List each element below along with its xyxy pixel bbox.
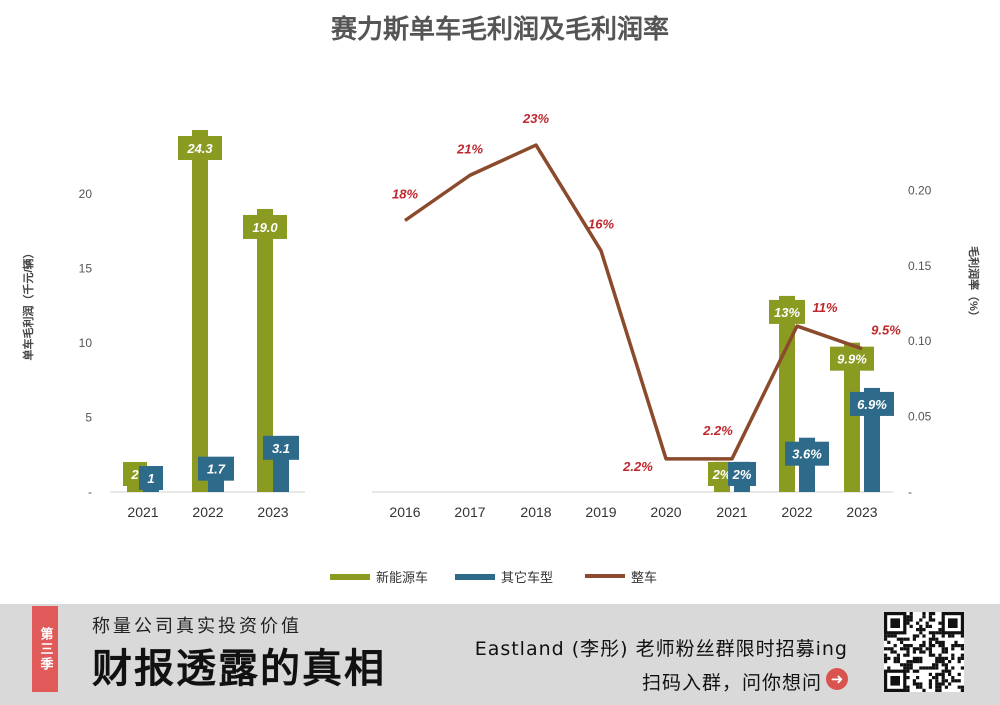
legend-label: 其它车型 xyxy=(501,570,553,585)
bar-data-label-box xyxy=(139,466,163,490)
x-tick-label: 2019 xyxy=(585,504,616,520)
chart-title: 赛力斯单车毛利润及毛利润率 xyxy=(330,14,669,44)
line-data-label: 18% xyxy=(392,187,418,202)
bar-data-label-box xyxy=(198,456,234,481)
margin-bar-data-label-box xyxy=(850,391,894,416)
margin-bar-data-label: 3.6% xyxy=(792,447,822,462)
legend-label: 整车 xyxy=(631,570,657,585)
x-tick-label: 2017 xyxy=(454,504,485,520)
legend-label: 新能源车 xyxy=(376,570,428,585)
line-data-label: 2.2% xyxy=(622,459,653,474)
margin-bar-data-label: 9.9% xyxy=(837,352,867,367)
line-data-label: 9.5% xyxy=(871,323,901,338)
legend-swatch xyxy=(585,574,625,578)
right-tick-label: - xyxy=(908,485,912,499)
bar-nev xyxy=(192,130,208,492)
left-tick-label: 20 xyxy=(79,187,93,201)
y-axis-left-title: 单车毛利润（千元/辆） xyxy=(21,247,35,360)
season-badge: 第三季 xyxy=(32,606,58,692)
bar-data-label: 24.3 xyxy=(186,141,213,156)
margin-bar-nev xyxy=(844,342,860,492)
margin-bar-data-label-box xyxy=(769,299,805,324)
banner-scan-text: 扫码入群，问你想问 xyxy=(641,672,822,694)
bar-data-label-box xyxy=(243,214,287,239)
bar-data-label: 1.7 xyxy=(207,462,226,477)
x-tick-label: 2018 xyxy=(520,504,551,520)
x-tick-label: 2016 xyxy=(389,504,420,520)
left-tick-label: 10 xyxy=(79,336,93,350)
y-axis-right-title: 毛利润率（%） xyxy=(967,246,981,322)
banner-tagline: 称量公司真实投资价值 xyxy=(92,616,302,637)
left-tick-label: - xyxy=(88,485,92,499)
line-data-label: 16% xyxy=(588,217,614,232)
bar-data-label: 1 xyxy=(147,471,154,486)
x-tick-label: 2022 xyxy=(781,504,812,520)
bar-data-label: 19.0 xyxy=(252,220,278,235)
right-tick-label: 0.20 xyxy=(908,183,932,197)
right-tick-label: 0.05 xyxy=(908,410,932,424)
margin-bar-data-label-box xyxy=(830,346,874,371)
line-data-label: 11% xyxy=(812,300,837,315)
legend-swatch xyxy=(455,574,495,580)
chart: 赛力斯单车毛利润及毛利润率 - 5 10 15 20 - 0.05 0.10 0.15 0.20 单车… xyxy=(21,14,981,585)
qr-code-image[interactable] xyxy=(884,612,964,692)
margin-bar-data-label: 2% xyxy=(712,467,732,482)
bar-data-label: 3.1 xyxy=(272,441,290,456)
x-tick-label: 2023 xyxy=(846,504,877,520)
line-data-label: 2.2% xyxy=(702,423,733,438)
x-tick-label: 2022 xyxy=(192,504,223,520)
left-tick-label: 5 xyxy=(85,411,92,425)
margin-bar-data-label-box xyxy=(728,462,756,486)
margin-bar-data-label: 13% xyxy=(774,305,800,320)
bar-nev xyxy=(257,208,273,493)
right-tick-label: 0.10 xyxy=(908,334,932,348)
x-tick-label: 2021 xyxy=(127,504,158,520)
banner-title: 财报透露的真相 xyxy=(92,645,386,692)
x-tick-label: 2023 xyxy=(257,504,288,520)
margin-bar-data-label-box xyxy=(785,441,829,466)
margin-bar-data-label: 2% xyxy=(732,467,752,482)
line-series-total xyxy=(404,143,863,461)
line-data-label: 21% xyxy=(456,141,483,156)
arrow-right-icon: ➜ xyxy=(826,668,848,690)
x-tick-label: 2020 xyxy=(650,504,681,520)
x-tick-label: 2021 xyxy=(716,504,747,520)
left-tick-label: 15 xyxy=(79,262,93,276)
bar-data-label-box xyxy=(263,435,299,460)
line-data-label: 23% xyxy=(522,111,549,126)
bar-data-label: 2 xyxy=(130,467,139,482)
bar-data-label-box xyxy=(178,136,222,160)
legend-swatch xyxy=(330,574,370,580)
right-tick-label: 0.15 xyxy=(908,259,932,273)
banner-promo-text: Eastland (李彤) 老师粉丝群限时招募ing xyxy=(474,638,848,660)
margin-bar-data-label: 6.9% xyxy=(857,397,887,412)
